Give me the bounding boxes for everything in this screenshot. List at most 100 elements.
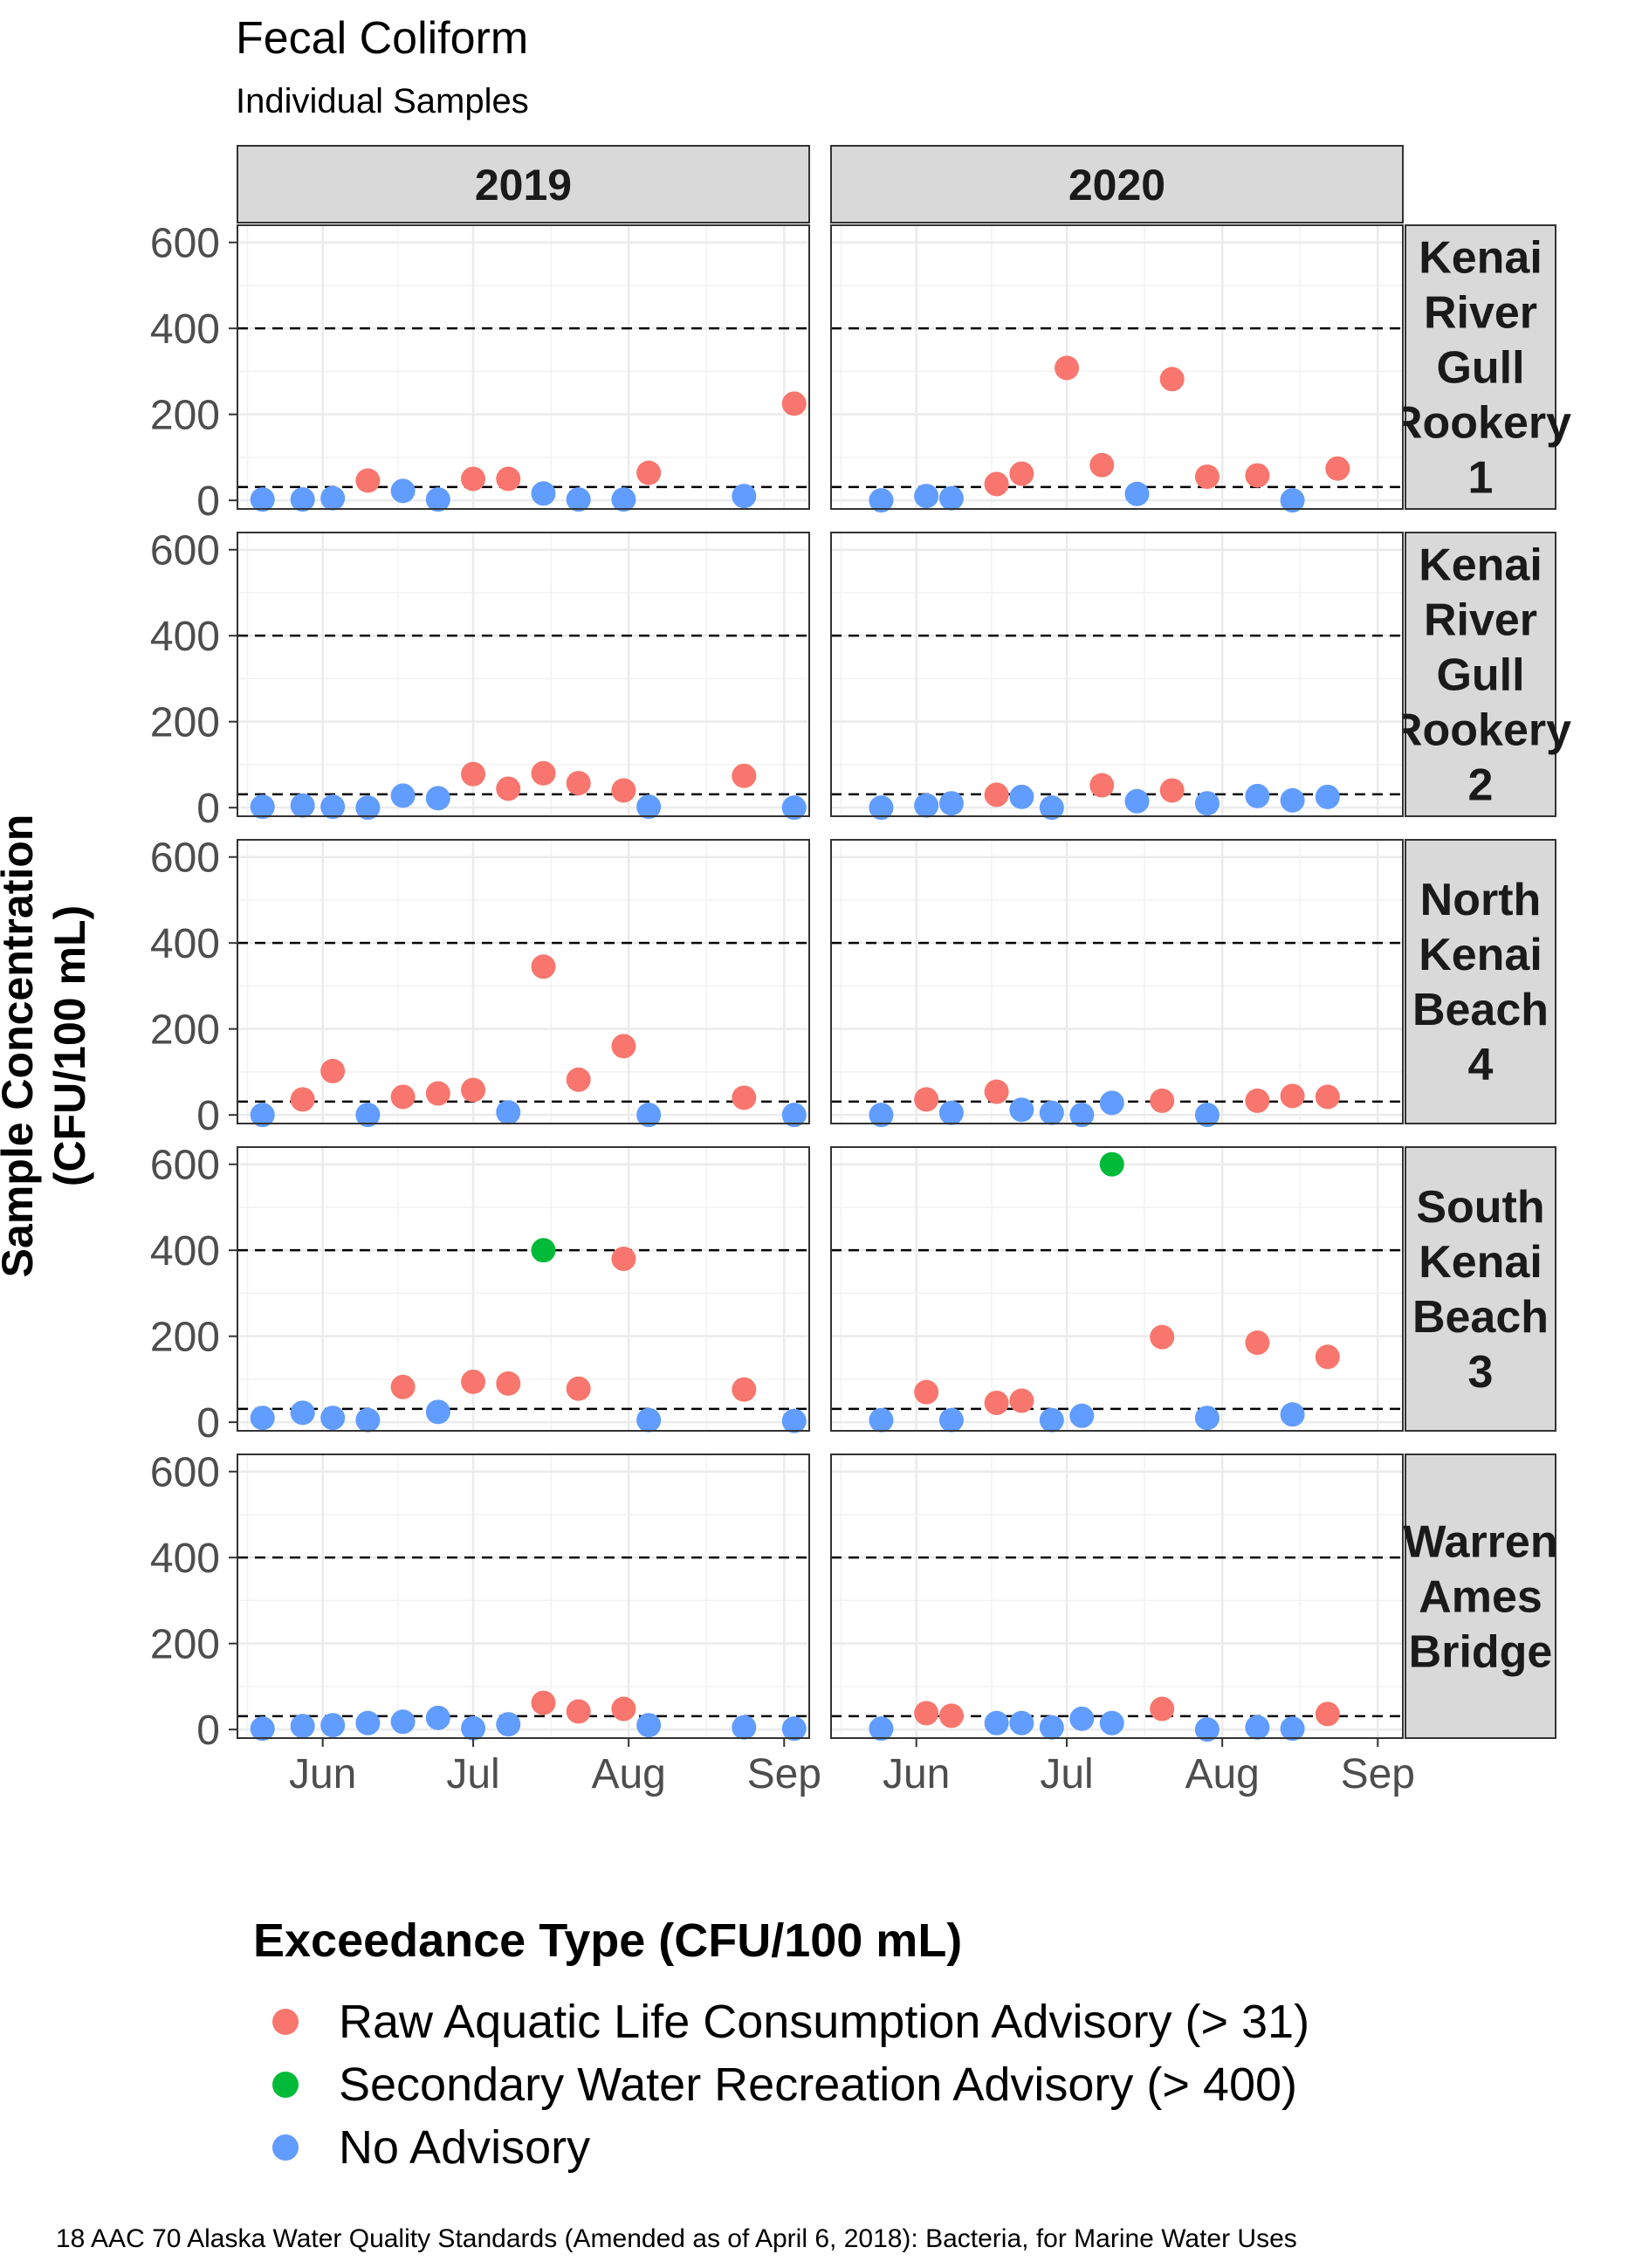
data-point-none xyxy=(1280,1402,1305,1427)
x-tick-label: Jul xyxy=(446,1751,499,1797)
data-point-none xyxy=(1124,481,1150,506)
data-point-raw xyxy=(1159,778,1185,803)
y-tick-label: 400 xyxy=(150,921,220,967)
y-tick-label: 400 xyxy=(150,1536,220,1582)
data-point-none xyxy=(496,1712,521,1737)
data-point-raw xyxy=(290,1087,315,1112)
data-point-none xyxy=(938,1100,964,1125)
y-tick-label: 600 xyxy=(150,835,220,882)
data-point-none xyxy=(1069,1403,1095,1428)
row-label-line: Beach xyxy=(1412,985,1549,1035)
data-point-none xyxy=(355,1710,381,1735)
row-label-line: 4 xyxy=(1468,1040,1494,1090)
data-point-none xyxy=(984,1710,1009,1735)
data-point-none xyxy=(1039,795,1064,821)
data-point-none xyxy=(250,1103,275,1128)
data-point-none xyxy=(290,793,315,818)
data-point-none xyxy=(1280,488,1305,513)
data-point-none xyxy=(1194,791,1220,816)
data-point-raw xyxy=(1009,461,1034,486)
facet-strip-row-label-2: Kenai River Gull Rookery 2 xyxy=(1390,540,1571,811)
data-point-none xyxy=(938,485,964,511)
data-point-raw xyxy=(461,761,486,787)
data-point-raw xyxy=(1245,463,1270,488)
facet-strip-2020 xyxy=(830,145,1404,223)
data-point-none xyxy=(1194,1405,1220,1431)
panel-border xyxy=(830,224,1404,510)
y-tick-label: 0 xyxy=(196,786,220,832)
data-point-none xyxy=(636,794,662,820)
data-point-none xyxy=(938,1407,964,1433)
data-point-raw xyxy=(1245,1330,1270,1356)
data-point-none xyxy=(611,487,636,512)
row-label-line: Ames xyxy=(1419,1572,1543,1623)
data-point-none xyxy=(1194,1717,1220,1742)
data-point-raw xyxy=(914,1701,939,1726)
data-point-raw xyxy=(1150,1324,1175,1350)
legend-label-secondary: Secondary Water Recreation Advisory (> 4… xyxy=(339,2058,1298,2111)
data-point-none xyxy=(290,1714,315,1739)
row-label-line: Kenai xyxy=(1419,540,1543,591)
data-point-raw xyxy=(1315,1701,1340,1727)
row-label-line: Warren xyxy=(1403,1517,1557,1568)
x-tick-label: Aug xyxy=(591,1751,665,1797)
data-point-raw xyxy=(461,1077,486,1103)
data-point-none xyxy=(781,1408,807,1433)
data-point-none xyxy=(1099,1710,1124,1735)
data-point-none xyxy=(566,487,591,512)
y-tick-label: 600 xyxy=(150,221,220,267)
x-tick-label: Jul xyxy=(1040,1751,1093,1797)
data-point-raw xyxy=(1325,456,1350,481)
data-point-raw xyxy=(461,1369,486,1394)
y-tick-label: 200 xyxy=(150,393,220,439)
data-point-none xyxy=(914,793,939,818)
data-point-none xyxy=(732,1715,757,1740)
legend-item-secondary: Secondary Water Recreation Advisory (> 4… xyxy=(253,2053,1309,2116)
data-point-none xyxy=(1245,783,1270,808)
panel-border xyxy=(237,532,810,817)
panel-background xyxy=(237,225,809,509)
row-label-line: Bridge xyxy=(1409,1627,1553,1678)
y-tick-label: 0 xyxy=(196,1093,220,1139)
data-point-none xyxy=(320,1405,346,1431)
panel-border xyxy=(237,224,810,510)
data-point-raw xyxy=(1280,1083,1305,1109)
y-tick-label: 600 xyxy=(150,528,220,574)
facet-strip-row-1 xyxy=(1405,224,1556,510)
data-point-raw xyxy=(461,466,486,491)
data-point-none xyxy=(425,1705,450,1730)
panel-border xyxy=(830,1454,1404,1739)
data-point-none xyxy=(1009,784,1034,809)
facet-strip-row-label-3: North Kenai Beach 4 xyxy=(1412,875,1549,1090)
data-point-none xyxy=(355,1407,381,1433)
data-point-raw xyxy=(984,782,1009,808)
data-point-none xyxy=(355,795,381,821)
data-point-none xyxy=(250,1716,275,1742)
data-point-none xyxy=(250,794,275,820)
row-label-line: South xyxy=(1416,1182,1544,1233)
data-point-none xyxy=(390,783,416,808)
data-point-none xyxy=(636,1713,662,1738)
row-label-line: Rookery xyxy=(1390,705,1571,756)
data-point-raw xyxy=(938,1703,964,1728)
caption: 18 AAC 70 Alaska Water Quality Standards… xyxy=(56,2224,1297,2253)
data-point-raw xyxy=(1089,773,1115,798)
panel-border xyxy=(237,1146,810,1432)
row-label-line: Rookery xyxy=(1390,398,1571,449)
row-label-line: Kenai xyxy=(1419,1237,1543,1288)
chart-subtitle: Individual Samples xyxy=(236,82,529,120)
x-tick-label: Sep xyxy=(1341,1751,1415,1797)
x-tick-label: Sep xyxy=(747,1751,821,1797)
data-point-raw xyxy=(636,460,662,485)
data-point-none xyxy=(320,1713,346,1738)
data-point-raw xyxy=(984,1079,1009,1104)
data-point-raw xyxy=(496,1371,521,1396)
x-tick-label: Aug xyxy=(1185,1751,1259,1797)
y-axis-label: Sample Concentration (CFU/100 mL) xyxy=(0,814,94,1278)
data-point-raw xyxy=(984,1390,1009,1415)
data-point-raw xyxy=(732,1085,757,1110)
row-label-line: Beach xyxy=(1412,1292,1549,1343)
data-point-raw xyxy=(390,1374,416,1399)
data-point-none xyxy=(320,794,346,820)
